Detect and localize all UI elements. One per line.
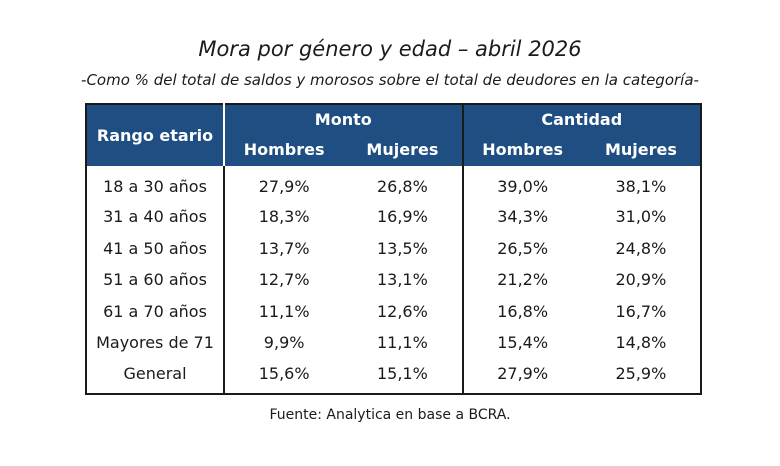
cell-cantidad-hombres: 39,0%: [462, 166, 582, 201]
cell-cantidad-mujeres: 20,9%: [581, 264, 703, 296]
cell-cantidad-mujeres: 14,8%: [581, 327, 703, 359]
cell-monto-mujeres: 26,8%: [343, 166, 464, 201]
cell-monto-mujeres: 12,6%: [343, 295, 464, 327]
row-label-range: 41 a 50 años: [85, 232, 225, 264]
table-row: 41 a 50 años 13,7% 13,5% 26,5% 24,8%: [85, 232, 703, 264]
row-label-range: 51 a 60 años: [85, 264, 225, 296]
cell-monto-mujeres: 15,1%: [343, 358, 464, 395]
table-header: Rango etario Monto Cantidad Hombres Muje…: [85, 103, 703, 166]
cell-monto-mujeres: 11,1%: [343, 327, 464, 359]
cell-cantidad-hombres: 27,9%: [462, 358, 582, 395]
cell-cantidad-mujeres: 31,0%: [581, 201, 703, 233]
column-header-cantidad-hombres: Hombres: [462, 133, 582, 166]
cell-cantidad-hombres: 26,5%: [462, 232, 582, 264]
cell-cantidad-hombres: 21,2%: [462, 264, 582, 296]
page-subtitle: -Como % del total de saldos y morosos so…: [81, 71, 699, 89]
row-label-range: General: [85, 358, 225, 395]
cell-monto-hombres: 18,3%: [224, 201, 344, 233]
cell-monto-mujeres: 13,1%: [343, 264, 464, 296]
group-header-cantidad: Cantidad: [462, 103, 703, 133]
column-header-range: Rango etario: [85, 103, 225, 166]
table-row: 61 a 70 años 11,1% 12,6% 16,8% 16,7%: [85, 295, 703, 327]
group-header-monto: Monto: [224, 103, 464, 133]
cell-monto-hombres: 27,9%: [224, 166, 344, 201]
column-header-monto-hombres: Hombres: [224, 133, 344, 166]
cell-cantidad-hombres: 34,3%: [462, 201, 582, 233]
row-label-range: 61 a 70 años: [85, 295, 225, 327]
cell-monto-mujeres: 13,5%: [343, 232, 464, 264]
cell-cantidad-mujeres: 25,9%: [581, 358, 703, 395]
page-title: Mora por género y edad – abril 2026: [198, 37, 582, 61]
cell-monto-hombres: 11,1%: [224, 295, 344, 327]
table-row: General 15,6% 15,1% 27,9% 25,9%: [85, 358, 703, 395]
delinquency-table: Rango etario Monto Cantidad Hombres Muje…: [85, 103, 703, 395]
column-header-cantidad-mujeres: Mujeres: [581, 133, 703, 166]
row-label-range: 18 a 30 años: [85, 166, 225, 201]
cell-monto-hombres: 12,7%: [224, 264, 344, 296]
cell-monto-hombres: 9,9%: [224, 327, 344, 359]
cell-cantidad-mujeres: 16,7%: [581, 295, 703, 327]
row-label-range: 31 a 40 años: [85, 201, 225, 233]
table-row: Mayores de 71 9,9% 11,1% 15,4% 14,8%: [85, 327, 703, 359]
cell-cantidad-hombres: 16,8%: [462, 295, 582, 327]
table-body: 18 a 30 años 27,9% 26,8% 39,0% 38,1% 31 a 40 …: [85, 166, 703, 395]
cell-monto-mujeres: 16,9%: [343, 201, 464, 233]
column-header-monto-mujeres: Mujeres: [343, 133, 464, 166]
table-row: 51 a 60 años 12,7% 13,1% 21,2% 20,9%: [85, 264, 703, 296]
row-label-range: Mayores de 71: [85, 327, 225, 359]
table-row: 18 a 30 años 27,9% 26,8% 39,0% 38,1%: [85, 166, 703, 201]
cell-cantidad-hombres: 15,4%: [462, 327, 582, 359]
cell-monto-hombres: 13,7%: [224, 232, 344, 264]
cell-monto-hombres: 15,6%: [224, 358, 344, 395]
cell-cantidad-mujeres: 24,8%: [581, 232, 703, 264]
cell-cantidad-mujeres: 38,1%: [581, 166, 703, 201]
table-row: 31 a 40 años 18,3% 16,9% 34,3% 31,0%: [85, 201, 703, 233]
source-note: Fuente: Analytica en base a BCRA.: [269, 407, 511, 423]
